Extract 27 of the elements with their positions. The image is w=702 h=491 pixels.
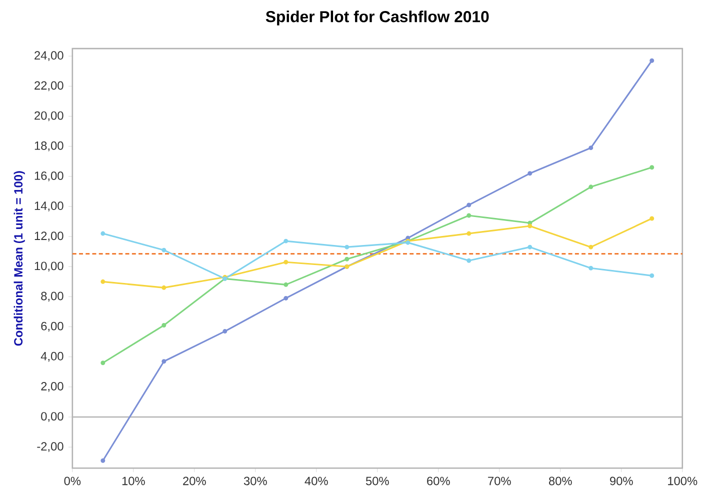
y-tick-label: 12,00 [34, 232, 64, 242]
y-tick-label: 8,00 [41, 292, 64, 302]
y-tick-label: 2,00 [41, 382, 64, 392]
x-tick-label: 90% [610, 476, 633, 486]
y-tick-label: 24,00 [34, 51, 64, 62]
y-tick-label: 22,00 [34, 81, 64, 92]
x-tick-label: 40% [304, 476, 328, 486]
y-tick-label: -2,00 [37, 442, 64, 452]
y-tick-label: 20,00 [34, 111, 64, 122]
y-tick-label: 18,00 [34, 141, 64, 152]
x-tick-label: 20% [183, 476, 206, 486]
y-tick-label: 14,00 [34, 202, 64, 212]
x-tick-label: 70% [488, 476, 511, 486]
y-tick-label: 4,00 [40, 352, 64, 362]
y-tick-label: 10,00 [34, 262, 64, 272]
x-tick-label: 50% [366, 476, 389, 486]
x-tick-label: 30% [244, 476, 267, 486]
x-tick-label: 10% [122, 476, 145, 486]
x-tick-label: 100% [668, 476, 698, 486]
x-tick-label: 80% [548, 476, 572, 486]
x-tick-label: 0% [64, 476, 81, 486]
y-tick-label: 0,00 [41, 412, 64, 422]
y-tick-label: 16,00 [34, 172, 64, 182]
chart-title: Spider Plot for Cashflow 2010 [266, 10, 489, 26]
x-tick-label: 60% [427, 476, 450, 486]
y-tick-label: 6,00 [41, 322, 64, 332]
y-axis-title: Conditional Mean (1 unit = 100) [14, 171, 25, 346]
